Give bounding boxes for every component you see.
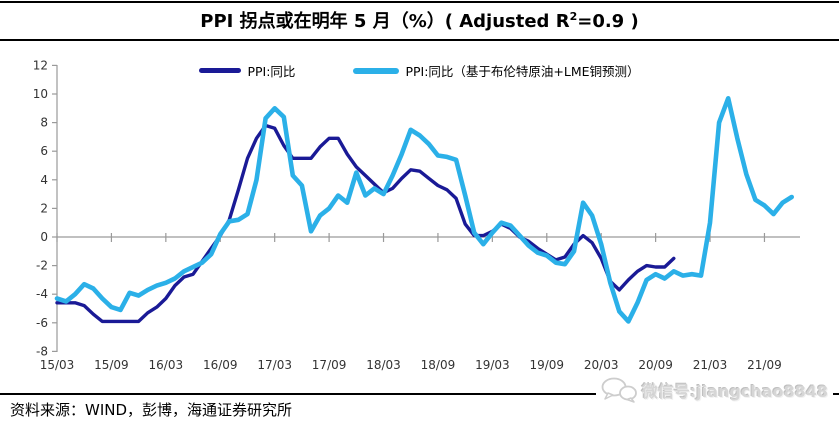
x-axis-tick-label: 20/09 bbox=[638, 358, 673, 372]
x-axis-tick-label: 19/03 bbox=[475, 358, 510, 372]
chart-legend: PPI:同比 PPI:同比（基于布伦特原油+LME铜预测） bbox=[0, 61, 839, 80]
chart-title: PPI 拐点或在明年 5 月（%）( Adjusted R2=0.9 ) bbox=[0, 7, 839, 33]
source-note: 资料来源：WIND，彭博，海通证券研究所 bbox=[10, 401, 293, 419]
y-axis-tick-label: -2 bbox=[36, 259, 48, 273]
chart-title-suffix: =0.9 ) bbox=[577, 11, 639, 32]
legend-item-forecast: PPI:同比（基于布伦特原油+LME铜预测） bbox=[353, 61, 640, 80]
watermark-text: 微信号:jiangchao8848 bbox=[641, 382, 828, 401]
y-axis-tick-label: 10 bbox=[33, 87, 48, 101]
bottom-rule bbox=[0, 393, 839, 395]
x-axis-tick-label: 18/09 bbox=[421, 358, 456, 372]
y-axis-tick-label: -6 bbox=[36, 316, 48, 330]
series-line-ppi-actual bbox=[55, 123, 676, 324]
x-axis-tick-label: 16/09 bbox=[203, 358, 238, 372]
legend-label-forecast: PPI:同比（基于布伦特原油+LME铜预测） bbox=[405, 64, 640, 79]
y-axis-tick-label: -8 bbox=[36, 344, 48, 358]
legend-label-actual: PPI:同比 bbox=[247, 64, 296, 79]
chart-title-text: PPI 拐点或在明年 5 月（%）( Adjusted R bbox=[200, 11, 570, 32]
x-axis-tick-label: 21/03 bbox=[693, 358, 728, 372]
legend-line-navy-icon bbox=[199, 68, 242, 73]
x-axis-tick-label: 17/09 bbox=[312, 358, 347, 372]
x-axis-tick-label: 16/03 bbox=[149, 358, 184, 372]
x-axis-tick-label: 15/03 bbox=[40, 358, 75, 372]
x-axis-tick-label: 18/03 bbox=[366, 358, 401, 372]
legend-item-actual: PPI:同比 bbox=[199, 61, 295, 80]
legend-line-cyan-icon bbox=[353, 67, 400, 74]
title-divider-rule bbox=[0, 39, 839, 41]
x-axis-tick-label: 15/09 bbox=[94, 358, 129, 372]
x-axis-tick-label: 21/09 bbox=[747, 358, 782, 372]
y-axis-tick-label: 12 bbox=[33, 58, 48, 72]
y-axis-tick-label: 0 bbox=[40, 230, 48, 244]
y-axis-tick-label: -4 bbox=[36, 287, 48, 301]
x-axis-tick-label: 20/03 bbox=[584, 358, 619, 372]
chart-title-superscript: 2 bbox=[569, 10, 578, 23]
top-rule bbox=[0, 1, 839, 3]
wechat-bubbles-icon bbox=[601, 377, 637, 403]
series-line-ppi-forecast bbox=[54, 96, 795, 324]
y-axis-tick-label: 4 bbox=[40, 173, 48, 187]
watermark: 微信号:jiangchao8848 bbox=[595, 377, 833, 403]
y-axis-tick-label: 8 bbox=[40, 116, 48, 130]
x-axis-tick-label: 19/09 bbox=[529, 358, 564, 372]
y-axis-tick-label: 2 bbox=[40, 201, 48, 215]
y-axis-tick-label: 6 bbox=[40, 144, 48, 158]
x-axis-tick-label: 17/03 bbox=[257, 358, 292, 372]
